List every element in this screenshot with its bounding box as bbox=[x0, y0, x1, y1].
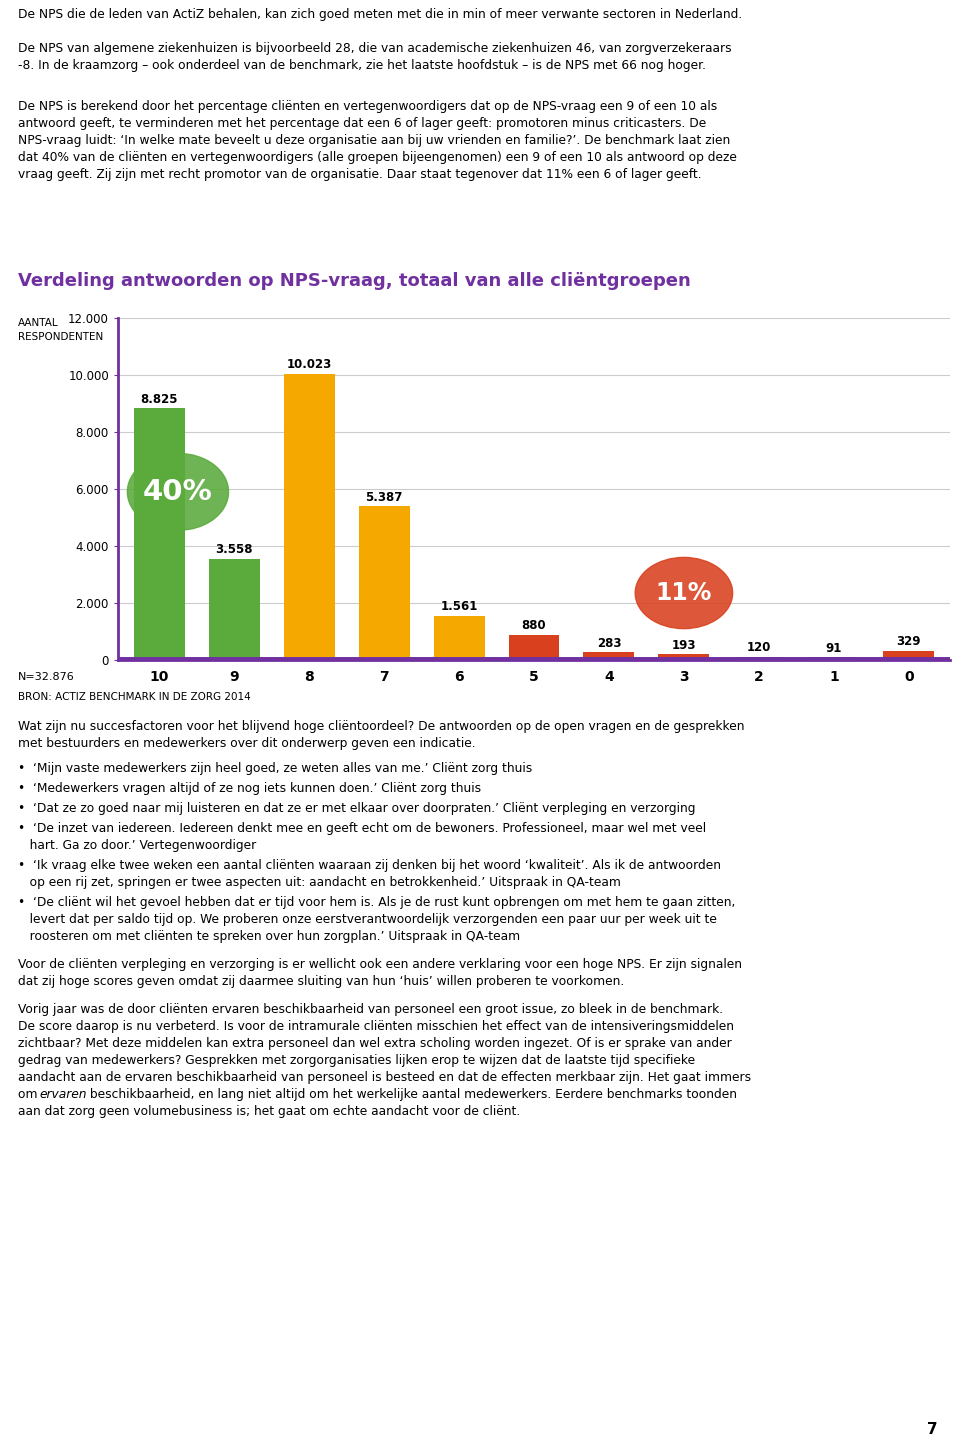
Text: 1.561: 1.561 bbox=[441, 599, 478, 613]
Bar bbox=[509, 634, 560, 661]
Text: aandacht aan de ervaren beschikbaarheid van personeel is besteed en dat de effec: aandacht aan de ervaren beschikbaarheid … bbox=[18, 1071, 751, 1084]
Text: •  ‘Ik vraag elke twee weken een aantal cliënten waaraan zij denken bij het woor: • ‘Ik vraag elke twee weken een aantal c… bbox=[18, 858, 721, 872]
Text: 40%: 40% bbox=[143, 477, 213, 506]
Text: •  ‘Mijn vaste medewerkers zijn heel goed, ze weten alles van me.’ Cliënt zorg t: • ‘Mijn vaste medewerkers zijn heel goed… bbox=[18, 762, 532, 776]
Text: roosteren om met cliënten te spreken over hun zorgplan.’ Uitspraak in QA-team: roosteren om met cliënten te spreken ove… bbox=[18, 930, 520, 943]
Text: ervaren: ervaren bbox=[39, 1088, 86, 1101]
Text: 880: 880 bbox=[521, 618, 546, 631]
Text: 120: 120 bbox=[747, 642, 771, 655]
Text: Vorig jaar was de door cliënten ervaren beschikbaarheid van personeel een groot : Vorig jaar was de door cliënten ervaren … bbox=[18, 1002, 723, 1016]
Text: op een rij zet, springen er twee aspecten uit: aandacht en betrokkenheid.’ Uitsp: op een rij zet, springen er twee aspecte… bbox=[18, 876, 621, 889]
Text: Wat zijn nu succesfactoren voor het blijvend hoge cliëntoordeel? De antwoorden o: Wat zijn nu succesfactoren voor het blij… bbox=[18, 720, 745, 733]
Text: De score daarop is nu verbeterd. Is voor de intramurale cliënten misschien het e: De score daarop is nu verbeterd. Is voor… bbox=[18, 1020, 734, 1033]
Text: N=32.876: N=32.876 bbox=[18, 672, 75, 682]
Bar bbox=[133, 409, 184, 661]
Text: Verdeling antwoorden op NPS-vraag, totaal van alle cliëntgroepen: Verdeling antwoorden op NPS-vraag, totaa… bbox=[18, 272, 691, 290]
Text: AANTAL: AANTAL bbox=[18, 319, 59, 327]
Bar bbox=[808, 658, 859, 661]
Text: met bestuurders en medewerkers over dit onderwerp geven een indicatie.: met bestuurders en medewerkers over dit … bbox=[18, 738, 475, 749]
Bar bbox=[359, 506, 410, 661]
Text: 11%: 11% bbox=[656, 581, 712, 605]
Text: -8. In de kraamzorg – ook onderdeel van de benchmark, zie het laatste hoofdstuk : -8. In de kraamzorg – ook onderdeel van … bbox=[18, 60, 706, 71]
Text: BRON: ACTIZ BENCHMARK IN DE ZORG 2014: BRON: ACTIZ BENCHMARK IN DE ZORG 2014 bbox=[18, 693, 251, 701]
Text: NPS-vraag luidt: ‘In welke mate beveelt u deze organisatie aan bij uw vrienden e: NPS-vraag luidt: ‘In welke mate beveelt … bbox=[18, 134, 731, 147]
Text: dat 40% van de cliënten en vertegenwoordigers (alle groepen bijeengenomen) een 9: dat 40% van de cliënten en vertegenwoord… bbox=[18, 151, 737, 164]
Text: •  ‘De cliënt wil het gevoel hebben dat er tijd voor hem is. Als je de rust kunt: • ‘De cliënt wil het gevoel hebben dat e… bbox=[18, 896, 735, 909]
Bar bbox=[283, 374, 335, 661]
Text: •  ‘De inzet van iedereen. Iedereen denkt mee en geeft echt om de bewoners. Prof: • ‘De inzet van iedereen. Iedereen denkt… bbox=[18, 822, 707, 835]
Bar bbox=[659, 655, 709, 661]
Text: 8.825: 8.825 bbox=[140, 393, 178, 406]
Ellipse shape bbox=[128, 454, 228, 530]
Text: dat zij hoge scores geven omdat zij daarmee sluiting van hun ‘huis’ willen probe: dat zij hoge scores geven omdat zij daar… bbox=[18, 975, 624, 988]
Bar bbox=[208, 559, 259, 661]
Text: aan dat zorg geen volumebusiness is; het gaat om echte aandacht voor de cliënt.: aan dat zorg geen volumebusiness is; het… bbox=[18, 1104, 520, 1117]
Text: 7: 7 bbox=[927, 1422, 938, 1438]
Text: 5.387: 5.387 bbox=[366, 490, 403, 503]
Text: gedrag van medewerkers? Gesprekken met zorgorganisaties lijken erop te wijzen da: gedrag van medewerkers? Gesprekken met z… bbox=[18, 1053, 695, 1067]
Text: RESPONDENTEN: RESPONDENTEN bbox=[18, 332, 104, 342]
Text: 10.023: 10.023 bbox=[286, 358, 332, 371]
Text: hart. Ga zo door.’ Vertegenwoordiger: hart. Ga zo door.’ Vertegenwoordiger bbox=[18, 840, 256, 853]
Bar bbox=[883, 650, 934, 661]
Text: levert dat per saldo tijd op. We proberen onze eerstverantwoordelijk verzorgende: levert dat per saldo tijd op. We probere… bbox=[18, 912, 717, 925]
Text: 3.558: 3.558 bbox=[215, 543, 252, 556]
Text: •  ‘Medewerkers vragen altijd of ze nog iets kunnen doen.’ Cliënt zorg thuis: • ‘Medewerkers vragen altijd of ze nog i… bbox=[18, 781, 481, 794]
Text: De NPS die de leden van ActiZ behalen, kan zich goed meten met die in min of mee: De NPS die de leden van ActiZ behalen, k… bbox=[18, 7, 742, 20]
Text: De NPS van algemene ziekenhuizen is bijvoorbeeld 28, die van academische ziekenh: De NPS van algemene ziekenhuizen is bijv… bbox=[18, 42, 732, 55]
Text: De NPS is berekend door het percentage cliënten en vertegenwoordigers dat op de : De NPS is berekend door het percentage c… bbox=[18, 100, 717, 113]
Ellipse shape bbox=[636, 557, 732, 629]
Text: •  ‘Dat ze zo goed naar mij luisteren en dat ze er met elkaar over doorpraten.’ : • ‘Dat ze zo goed naar mij luisteren en … bbox=[18, 802, 695, 815]
Text: beschikbaarheid, en lang niet altijd om het werkelijke aantal medewerkers. Eerde: beschikbaarheid, en lang niet altijd om … bbox=[86, 1088, 737, 1101]
Bar bbox=[733, 656, 784, 661]
Bar bbox=[434, 615, 485, 661]
Bar bbox=[584, 652, 635, 661]
Text: Voor de cliënten verpleging en verzorging is er wellicht ook een andere verklari: Voor de cliënten verpleging en verzorgin… bbox=[18, 957, 742, 970]
Text: 329: 329 bbox=[897, 636, 921, 649]
Text: om: om bbox=[18, 1088, 41, 1101]
Text: 91: 91 bbox=[826, 642, 842, 655]
Text: antwoord geeft, te verminderen met het percentage dat een 6 of lager geeft: prom: antwoord geeft, te verminderen met het p… bbox=[18, 116, 707, 129]
Text: zichtbaar? Met deze middelen kan extra personeel dan wel extra scholing worden i: zichtbaar? Met deze middelen kan extra p… bbox=[18, 1037, 732, 1051]
Text: vraag geeft. Zij zijn met recht promotor van de organisatie. Daar staat tegenove: vraag geeft. Zij zijn met recht promotor… bbox=[18, 167, 702, 180]
Text: 283: 283 bbox=[597, 637, 621, 649]
Text: 193: 193 bbox=[672, 639, 696, 652]
